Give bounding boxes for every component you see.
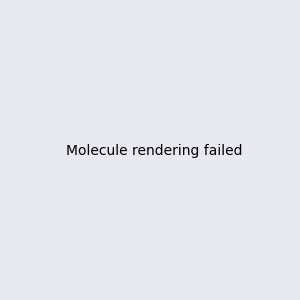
Text: Molecule rendering failed: Molecule rendering failed bbox=[65, 145, 242, 158]
